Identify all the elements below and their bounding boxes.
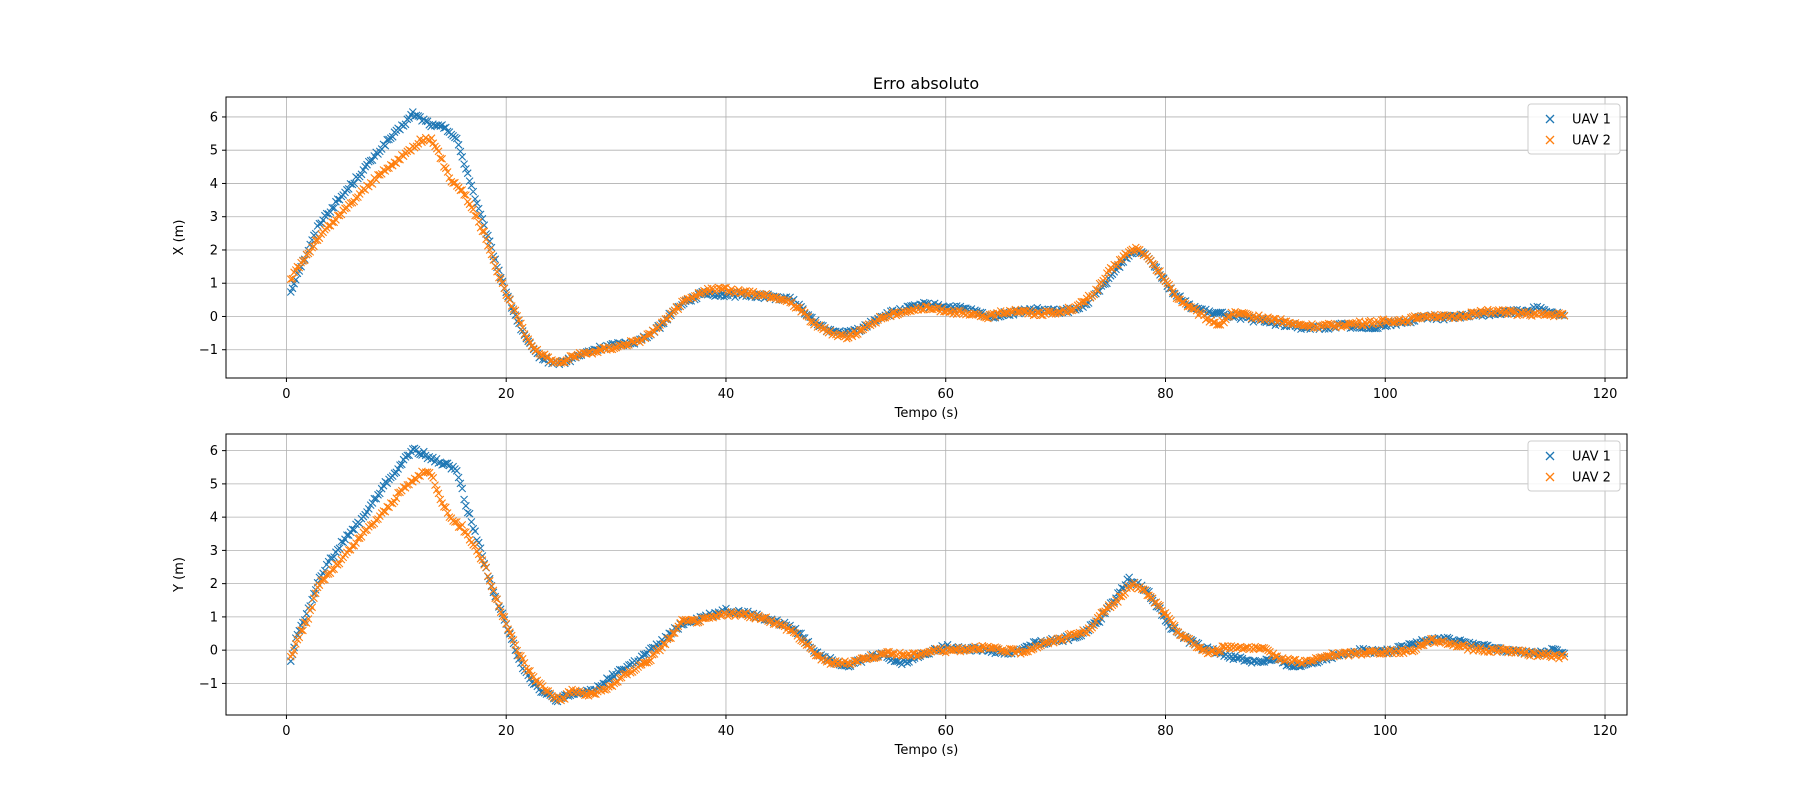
x-tick-label: 120 — [1593, 724, 1618, 739]
legend-entry: UAV 2 — [1572, 471, 1611, 486]
y-axis-label: Y (m) — [172, 557, 187, 593]
series-uav-2 — [286, 467, 1569, 705]
x-tick-label: 60 — [937, 724, 954, 739]
plot-area — [286, 444, 1569, 706]
x-tick-label: 80 — [1157, 724, 1174, 739]
y-tick-label: 1 — [210, 277, 218, 292]
legend-marker — [1545, 135, 1555, 145]
x-tick-label: 60 — [937, 387, 954, 402]
x-tick-label: 80 — [1157, 387, 1174, 402]
y-tick-label: 6 — [210, 110, 218, 125]
y-tick-label: 6 — [210, 444, 218, 459]
series-markers — [286, 133, 1569, 367]
legend-entry: UAV 1 — [1572, 450, 1611, 465]
x-tick-label: 20 — [498, 387, 515, 402]
legend-marker — [1545, 451, 1555, 461]
y-tick-label: −1 — [199, 677, 218, 692]
x-tick-label: 0 — [282, 724, 290, 739]
y-axis-label: X (m) — [172, 220, 187, 256]
axes-frame — [225, 96, 1628, 379]
series-uav-1 — [286, 108, 1569, 369]
y-tick-label: 0 — [210, 644, 218, 659]
y-tick-label: 5 — [210, 477, 218, 492]
legend-entry: UAV 1 — [1572, 113, 1611, 128]
x-tick-label: 100 — [1373, 724, 1398, 739]
y-tick-label: 4 — [210, 177, 218, 192]
x-tick-label: 120 — [1593, 387, 1618, 402]
x-axis-label: Tempo (s) — [894, 406, 959, 421]
y-tick-label: 2 — [210, 577, 218, 592]
plot-area — [286, 108, 1569, 369]
y-tick-label: 5 — [210, 144, 218, 159]
series-markers — [286, 108, 1569, 369]
x-axis-label: Tempo (s) — [894, 743, 959, 758]
subplot-y-error: 0 20 40 60 80 100 120 −1 0 1 2 3 4 5 6 Tempo (s) Y (m) UA… — [172, 433, 1628, 758]
legend-marker — [1545, 472, 1555, 482]
y-tick-label: 0 — [210, 310, 218, 325]
subplot-x-error: 0 20 40 60 80 100 120 −1 0 1 2 3 4 5 6 Tempo (s) X (m) UA… — [172, 96, 1628, 421]
x-tick-label: 20 — [498, 724, 515, 739]
y-tick-label: 1 — [210, 610, 218, 625]
y-tick-label: −1 — [199, 343, 218, 358]
legend: UAV 1 UAV 2 — [1527, 440, 1621, 492]
series-markers — [286, 467, 1569, 705]
chart-title: Erro absoluto — [873, 74, 979, 93]
y-tick-label: 3 — [210, 544, 218, 559]
axes-frame — [225, 433, 1628, 716]
x-tick-label: 0 — [282, 387, 290, 402]
x-tick-label: 40 — [718, 724, 735, 739]
series-uav-2 — [286, 133, 1569, 367]
y-tick-label: 3 — [210, 210, 218, 225]
legend: UAV 1 UAV 2 — [1527, 103, 1621, 155]
legend-marker — [1545, 114, 1555, 124]
x-tick-label: 100 — [1373, 387, 1398, 402]
y-tick-label: 2 — [210, 243, 218, 258]
legend-entry: UAV 2 — [1572, 134, 1611, 149]
y-tick-label: 4 — [210, 511, 218, 526]
x-tick-label: 40 — [718, 387, 735, 402]
